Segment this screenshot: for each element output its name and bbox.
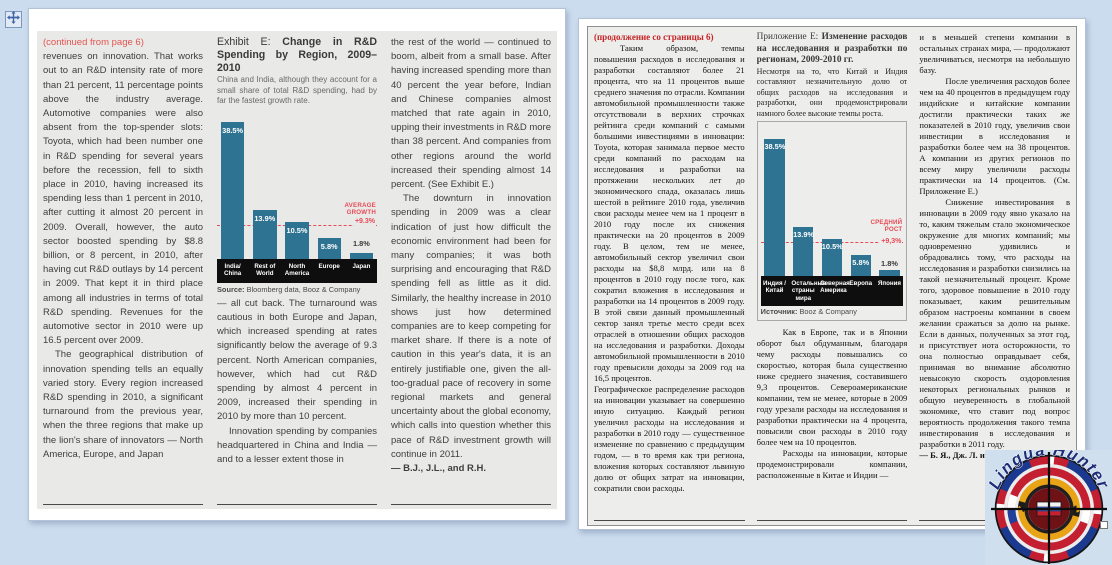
exhibit-title: Exhibit E: Change in R&D Spending by Reg… [217, 36, 377, 75]
bar-chart-russian: СРЕДНИЙ РОСТ +9,3% 38.5% 13.9% 10.5% 5.8% 1.8% … [756, 121, 908, 322]
russian-column-2-text: Как в Европе, так и в Японии оборот был … [757, 327, 908, 481]
category-label: India/ China [224, 262, 242, 277]
paragraph: the rest of the world — continued to boo… [391, 37, 551, 191]
continued-from-note: (continued from page 6) [43, 37, 144, 48]
paragraph: The geographical distribution of innovat… [43, 349, 203, 460]
russian-page: (продолжение со страницы 6) Таким образо… [578, 18, 1086, 530]
target-logo-graphic: Lingua Hunter [985, 450, 1112, 564]
english-column-2: Exhibit E: Change in R&D Spending by Reg… [217, 36, 377, 505]
paragraph: Таким образом, темпы повышения расходов … [594, 43, 745, 383]
chart-category-axis: India/ China Rest of World North America Eu… [217, 258, 377, 283]
exhibit-title-text: Change in R&D Spending by Region, 2009–2… [217, 36, 377, 74]
paragraph: После увеличения расходов более чем на 4… [919, 76, 1071, 196]
english-column-2-text: — all cut back. The turnaround was cauti… [217, 297, 377, 467]
exhibit-label: Exhibit E: [217, 36, 283, 48]
russian-column-2: Приложение E: Изменение расходов на иссл… [756, 32, 908, 521]
paragraph: Innovation spending by companies headqua… [217, 425, 377, 465]
paragraph: — all cut back. The turnaround was cauti… [217, 297, 377, 423]
category-label: Japan [352, 262, 371, 270]
russian-column-1-text: Таким образом, темпы повышения расходов … [594, 43, 745, 494]
bar-1: 38.5% [764, 139, 786, 276]
english-column-3-text: the rest of the world — continued to boo… [391, 36, 551, 462]
bar-chart-english: AVERAGE GROWTH +9.3% 38.5% 13.9% 10.5% 5.8% 1.8… [217, 109, 377, 283]
exhibit-subtitle-ru: Несмотря на то, что Китай и Индия состав… [756, 66, 908, 118]
russian-byline: — Б. Я., Дж. Л. и Р. Х. [919, 450, 1004, 460]
russian-column-3: и в меньшей степени компании в остальных… [919, 32, 1071, 521]
source-label-ru: Источник: [760, 307, 798, 317]
english-column-1-text: revenues on innovation. That works out t… [43, 50, 203, 462]
bar-value-label: 13.9% [254, 213, 276, 223]
bar-value-label: 5.8% [320, 241, 338, 251]
english-column-1: (continued from page 6) revenues on inno… [43, 36, 203, 505]
average-growth-value: +9,3% [880, 236, 903, 247]
bar-1: 38.5% [220, 121, 245, 259]
exhibit-title-text-ru: Изменение расходов на исследования и раз… [756, 32, 908, 65]
average-growth-label: СРЕДНИЙ РОСТ [870, 219, 903, 233]
bar-value-label: 38.5% [222, 125, 244, 135]
continued-from-note-ru: (продолжение со страницы 6) [594, 32, 714, 42]
chart-plot-ru: СРЕДНИЙ РОСТ +9,3% 38.5% 13.9% 10.5% 5.8% 1.8% [760, 126, 904, 276]
russian-column-3-text: и в меньшей степени компании в остальных… [919, 32, 1070, 450]
crosshair-icon [991, 452, 1107, 564]
bar-5 [879, 270, 900, 276]
bar-value-label: 13.9% [793, 230, 815, 239]
exhibit-title-ru: Приложение E: Изменение расходов на иссл… [757, 32, 908, 67]
chart-source-ru: Источник: Booz & Company [761, 306, 904, 317]
chart-plot: AVERAGE GROWTH +9.3% 38.5% 13.9% 10.5% 5.8% 1.8… [217, 109, 377, 259]
english-page-content: (continued from page 6) revenues on inno… [37, 31, 557, 509]
source-label: Source: [217, 284, 245, 294]
bar-3: 10.5% [285, 221, 309, 259]
category-label: Индия / Китай [763, 280, 787, 295]
source-text-ru: Booz & Company [797, 307, 857, 317]
resize-handle[interactable] [1100, 521, 1108, 529]
category-label: Европа [849, 280, 873, 287]
exhibit-subtitle: China and India, although they account f… [217, 75, 377, 105]
move-handle[interactable] [5, 10, 22, 29]
paragraph: и в меньшей степени компании в остальных… [919, 32, 1071, 75]
chart-category-axis-ru: Индия / Китай Остальные страны мира Северн… [760, 276, 904, 307]
bar-value-label: 1.8% [881, 259, 898, 268]
bar-value-label: 1.8% [352, 239, 370, 249]
bar-2: 13.9% [793, 227, 815, 276]
average-growth-value: +9.3% [353, 215, 376, 230]
move-icon [7, 10, 20, 29]
russian-column-1: (продолжение со страницы 6) Таким образо… [594, 32, 745, 521]
paragraph: Как в Европе, так и в Японии оборот был … [756, 327, 908, 448]
paragraph: Снижение инвестирования в инновации в 20… [919, 197, 1071, 449]
category-label: Северная Америка [820, 280, 850, 295]
english-page: (continued from page 6) revenues on inno… [28, 8, 566, 521]
category-label: Остальные страны мира [791, 280, 827, 302]
bar-value-label: 10.5% [821, 242, 843, 251]
bar-value-label: 5.8% [852, 258, 870, 267]
average-growth-label: AVERAGE GROWTH [344, 201, 376, 216]
bar-4: 5.8% [850, 255, 871, 276]
paragraph: Расходы на инновации, которые продемонст… [756, 448, 908, 481]
source-text: Bloomberg data, Booz & Company [244, 284, 361, 294]
bar-value-label: 38.5% [764, 142, 786, 151]
bar-5 [349, 252, 374, 259]
exhibit-label-ru: Приложение E: [756, 32, 822, 42]
bar-4: 5.8% [317, 237, 341, 259]
category-label: North America [284, 262, 310, 277]
bar-2: 13.9% [253, 209, 277, 259]
paragraph: revenues on innovation. That works out t… [43, 51, 203, 347]
chart-source: Source: Bloomberg data, Booz & Company [217, 283, 377, 297]
russian-page-content: (продолжение со страницы 6) Таким образо… [587, 26, 1077, 526]
bar-3: 10.5% [821, 239, 843, 276]
bar-value-label: 10.5% [286, 225, 308, 235]
english-byline: — B.J., J.L., and R.H. [391, 463, 487, 475]
paragraph: The downturn in innovation spending in 2… [391, 193, 551, 460]
category-label: Europe [318, 262, 340, 270]
category-label: Rest of World [254, 262, 276, 277]
english-column-3: the rest of the world — continued to boo… [391, 36, 551, 505]
paragraph: Географическое распределение расходов на… [594, 384, 745, 493]
category-label: Япония [877, 280, 902, 287]
lingua-hunter-logo[interactable]: Lingua Hunter [985, 450, 1112, 565]
